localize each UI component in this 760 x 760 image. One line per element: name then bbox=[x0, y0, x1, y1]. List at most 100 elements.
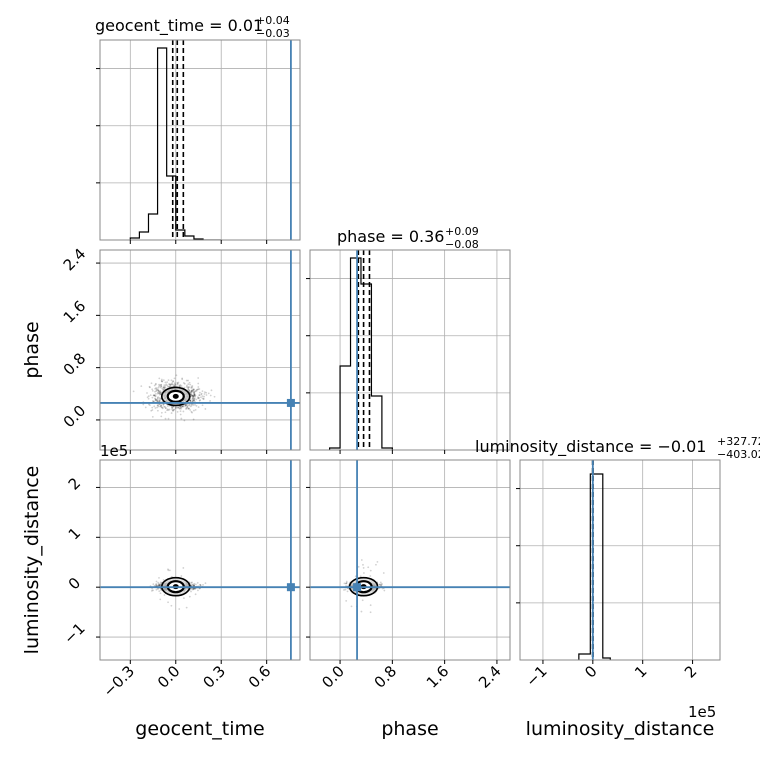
sample-point bbox=[194, 408, 197, 411]
sample-point bbox=[191, 386, 194, 389]
sample-point bbox=[159, 391, 162, 394]
sample-point bbox=[157, 405, 160, 408]
sample-point bbox=[182, 567, 185, 569]
sample-point bbox=[198, 399, 201, 402]
sample-point bbox=[191, 390, 193, 392]
sample-point bbox=[153, 394, 156, 397]
sample-point bbox=[189, 399, 191, 402]
sample-point bbox=[198, 394, 201, 396]
sample-point bbox=[157, 396, 159, 399]
sample-point bbox=[148, 385, 151, 388]
sample-point bbox=[169, 383, 172, 386]
sample-point bbox=[200, 396, 202, 399]
sample-point bbox=[197, 396, 199, 399]
sample-point bbox=[184, 404, 187, 406]
sample-point bbox=[167, 385, 169, 388]
panel-phase-phase bbox=[306, 249, 511, 454]
sample-point bbox=[180, 406, 183, 408]
panel-content bbox=[129, 40, 292, 240]
sample-point bbox=[157, 584, 160, 587]
sample-point bbox=[163, 405, 165, 408]
sample-point bbox=[165, 383, 168, 386]
sample-point bbox=[181, 405, 184, 408]
sample-point bbox=[166, 381, 169, 384]
sample-point bbox=[194, 390, 196, 393]
sample-point bbox=[151, 409, 154, 411]
panel-frame bbox=[309, 459, 511, 661]
sample-point bbox=[160, 589, 163, 592]
sample-point bbox=[152, 400, 154, 402]
sample-point bbox=[163, 386, 166, 389]
sample-point bbox=[205, 391, 208, 394]
sample-point bbox=[194, 587, 197, 590]
sample-point bbox=[155, 398, 157, 401]
sample-point bbox=[195, 404, 198, 407]
sample-point bbox=[155, 583, 158, 586]
sample-point bbox=[157, 584, 160, 587]
sample-point bbox=[171, 406, 174, 409]
sample-point bbox=[156, 584, 159, 587]
sample-point bbox=[199, 584, 202, 587]
sample-point bbox=[188, 389, 190, 392]
sample-point bbox=[154, 397, 156, 400]
sample-point bbox=[174, 383, 177, 386]
sample-point bbox=[360, 610, 363, 613]
truth-marker bbox=[286, 398, 295, 407]
sample-point bbox=[156, 400, 159, 403]
sample-point bbox=[158, 385, 160, 388]
sample-point bbox=[191, 385, 194, 387]
histogram-luminosity_distance bbox=[578, 473, 611, 660]
sample-point bbox=[168, 569, 171, 572]
sample-point bbox=[194, 593, 197, 596]
sample-point bbox=[193, 391, 195, 394]
sample-point bbox=[187, 379, 189, 382]
sample-point bbox=[156, 391, 159, 394]
sample-point bbox=[344, 588, 347, 591]
x-tick-label: −1 bbox=[522, 662, 550, 690]
sample-point bbox=[199, 399, 202, 401]
sample-point bbox=[192, 394, 195, 397]
sample-point bbox=[178, 385, 181, 388]
sample-point bbox=[192, 388, 195, 391]
sample-point bbox=[163, 594, 166, 596]
sample-point bbox=[343, 589, 345, 591]
sample-point bbox=[189, 400, 192, 402]
sample-point bbox=[186, 406, 189, 408]
sample-point bbox=[156, 409, 159, 412]
sample-point bbox=[152, 589, 154, 592]
sample-point bbox=[190, 390, 193, 392]
sample-point bbox=[160, 404, 163, 407]
sample-point bbox=[159, 598, 162, 601]
sample-point bbox=[184, 404, 187, 406]
sample-point bbox=[362, 567, 365, 569]
sample-point bbox=[189, 405, 192, 408]
x-tick-label: 0 bbox=[581, 662, 600, 681]
sample-point bbox=[187, 383, 190, 386]
title-phase: phase = 0.36 bbox=[337, 227, 444, 246]
sample-point bbox=[203, 391, 206, 394]
sample-point bbox=[160, 385, 163, 388]
sample-point bbox=[191, 400, 194, 403]
sample-point bbox=[169, 384, 172, 387]
sample-point bbox=[167, 568, 169, 571]
sample-point bbox=[160, 405, 163, 408]
sample-point bbox=[191, 397, 194, 400]
sample-point bbox=[155, 390, 158, 393]
title-phase-upper: +0.09 bbox=[445, 225, 479, 238]
sample-point bbox=[160, 406, 163, 409]
sample-point bbox=[158, 584, 161, 587]
sample-point bbox=[202, 584, 204, 586]
sample-point bbox=[159, 592, 162, 595]
sample-point bbox=[194, 403, 196, 406]
sample-point bbox=[158, 397, 161, 399]
sample-point bbox=[194, 395, 197, 398]
xlabel-luminosity-distance: luminosity_distance bbox=[526, 718, 715, 740]
sample-point bbox=[159, 581, 162, 584]
sample-point bbox=[345, 580, 348, 583]
sample-point bbox=[202, 398, 205, 401]
sample-point bbox=[146, 392, 148, 394]
sample-point bbox=[148, 403, 150, 406]
sample-point bbox=[188, 403, 191, 406]
sample-point bbox=[345, 599, 348, 602]
